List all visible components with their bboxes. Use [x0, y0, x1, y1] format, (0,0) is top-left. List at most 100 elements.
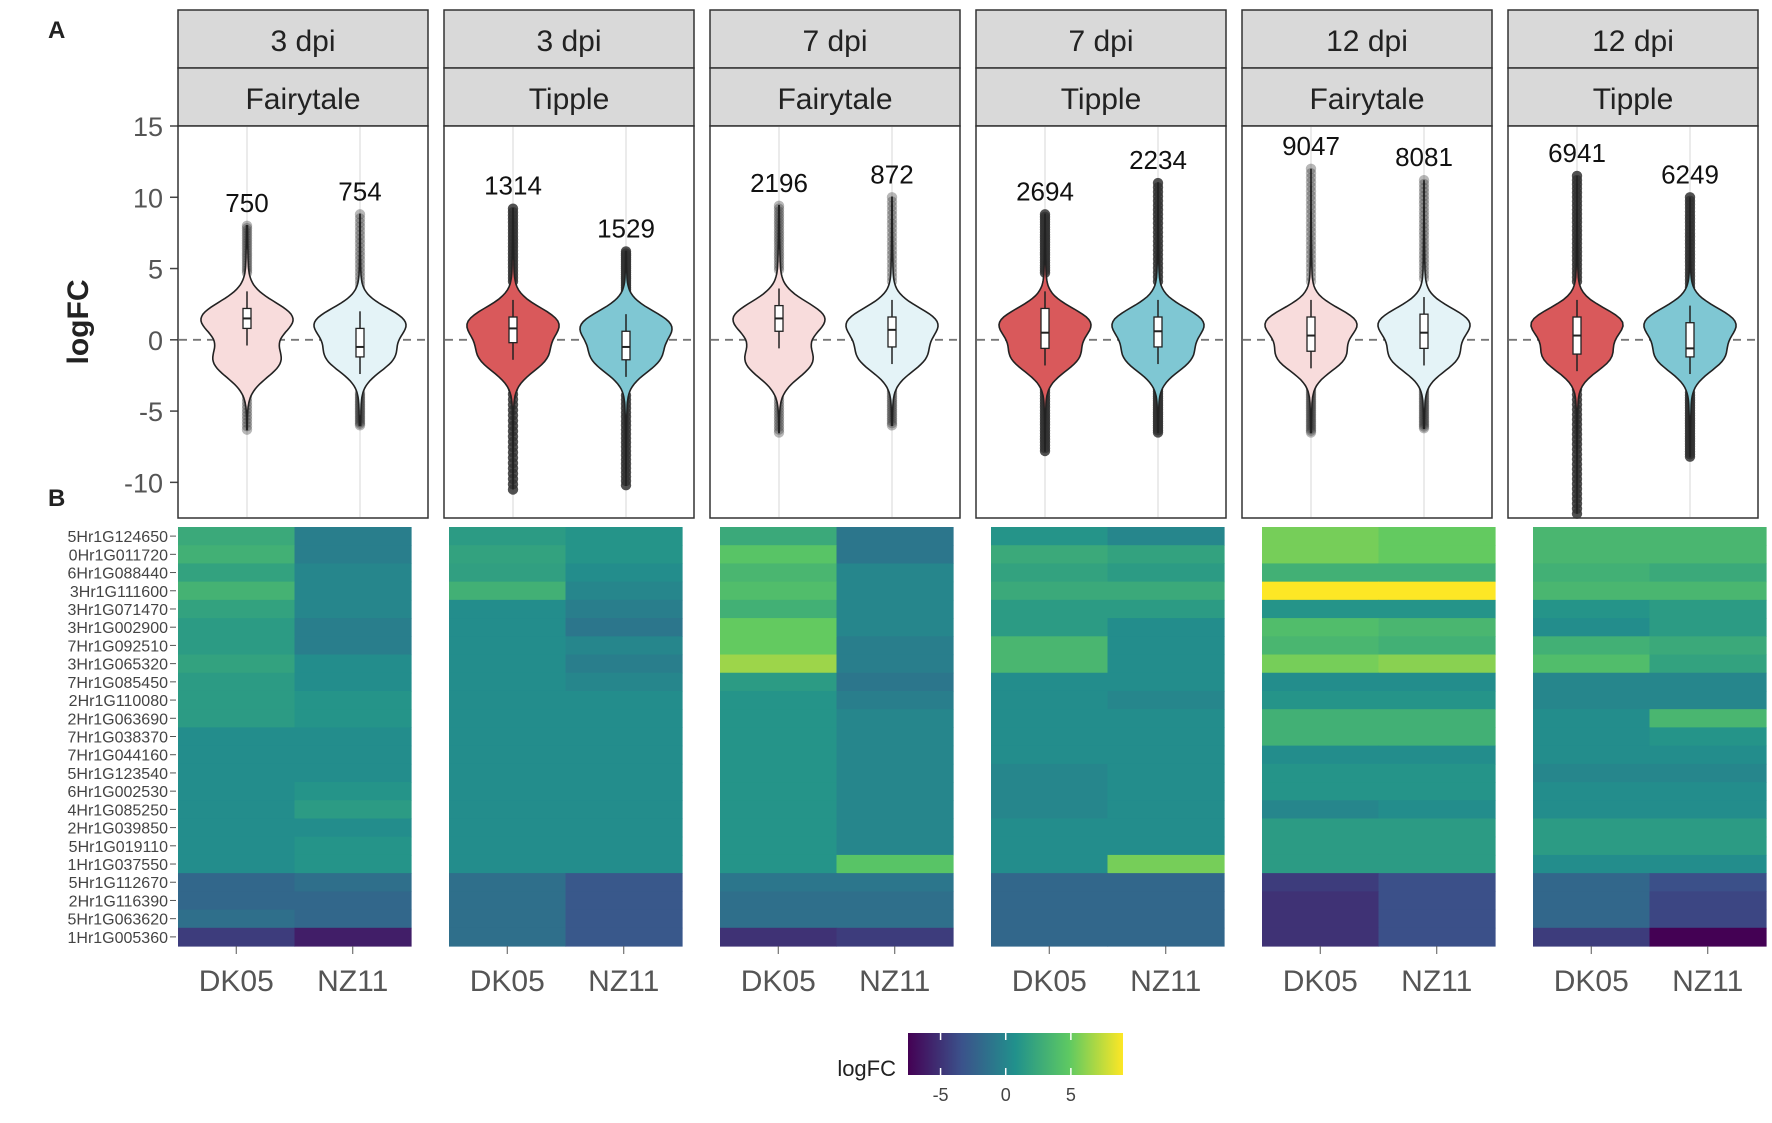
heatmap-cell [1649, 800, 1767, 820]
heatmap-cell [449, 654, 567, 674]
heatmap-cell [1262, 854, 1380, 874]
heatmap-cell [294, 909, 412, 929]
heatmap-cell [1649, 854, 1767, 874]
heatmap-cell [1649, 545, 1767, 565]
heatmap-cell [836, 927, 954, 947]
heatmap-cell [1378, 927, 1496, 947]
heatmap-column-label: DK05 [1283, 965, 1358, 998]
violin-facet: 12 dpi Tipple 6941 6249 [1507, 9, 1759, 519]
heatmap-column-label: DK05 [1554, 965, 1629, 998]
heatmap-cell [294, 709, 412, 728]
heatmap-cell [1533, 854, 1651, 874]
heatmap-cell [1262, 563, 1380, 583]
heatmap-cell [1533, 782, 1651, 801]
violin-count-label: 8081 [1395, 142, 1453, 172]
heatmap-column-label: DK05 [741, 965, 816, 998]
heatmap-cell [1533, 618, 1651, 637]
heatmap-cell [1107, 818, 1225, 838]
heatmap-cell [178, 618, 296, 637]
heatmap-cell [449, 891, 567, 911]
heatmap-cell [1107, 763, 1225, 783]
heatmap-cell [294, 545, 412, 565]
violin-count-label: 6941 [1548, 138, 1606, 168]
violin-nz11: 1529 [579, 213, 673, 491]
violin-count-label: 754 [338, 176, 381, 206]
heatmap-cell [1262, 782, 1380, 801]
heatmap-cell [836, 782, 954, 801]
violin-count-label: 9047 [1282, 131, 1340, 161]
heatmap-cell [1262, 581, 1380, 601]
heatmap-cell [1533, 873, 1651, 892]
heatmap-cell [720, 854, 838, 874]
heatmap-cell [1107, 800, 1225, 820]
heatmap-column-label: NZ11 [317, 965, 388, 998]
heatmap-cell [294, 672, 412, 692]
heatmap-cell [565, 527, 683, 546]
heatmap-cell [449, 636, 567, 656]
heatmap-cell [720, 782, 838, 801]
heatmap-cell [565, 818, 683, 838]
heatmap-cell [565, 709, 683, 728]
heatmap-cell [565, 563, 683, 583]
violin-count-label: 2196 [750, 168, 808, 198]
heatmap-cell [720, 654, 838, 674]
heatmap-cell [1649, 581, 1767, 601]
heatmap-cell [565, 636, 683, 656]
heatmap-cell [836, 909, 954, 929]
heatmap-cell [178, 873, 296, 892]
heatmap-cell [294, 654, 412, 674]
heatmap-row-label: 3Hr1G065320 [67, 657, 168, 674]
heatmap-row-label: 1Hr1G005360 [67, 930, 168, 947]
heatmap-cell [1533, 545, 1651, 565]
heatmap-cell [1378, 909, 1496, 929]
heatmap-cell [449, 873, 567, 892]
heatmap-cell [1107, 727, 1225, 747]
heatmap-cell [1533, 690, 1651, 710]
violin-dk05: 1314 [466, 171, 560, 495]
heatmap-cell [449, 545, 567, 565]
heatmap-cell [1649, 690, 1767, 710]
heatmap-cell [836, 763, 954, 783]
violin-dk05: 750 [200, 188, 294, 435]
heatmap-cell [1533, 763, 1651, 783]
heatmap-row-label: 1Hr1G037550 [67, 857, 168, 874]
heatmap-row-label: 6Hr1G002530 [67, 784, 168, 801]
heatmap-cell [1649, 709, 1767, 728]
heatmap-cell [991, 782, 1109, 801]
facet-strip-top [1507, 9, 1759, 69]
heatmap-cell [1262, 927, 1380, 947]
heatmap-row-label: 7Hr1G085450 [67, 675, 168, 692]
heatmap-cell [991, 654, 1109, 674]
heatmap-cell [1262, 599, 1380, 619]
heatmap-cell [294, 527, 412, 546]
y-tick-label: -10 [124, 468, 163, 498]
violin-count-label: 6249 [1661, 159, 1719, 189]
heatmap-cell [991, 727, 1109, 747]
heatmap-cell [1649, 745, 1767, 765]
violin-nz11: 2234 [1111, 145, 1205, 438]
heatmap-cell [294, 782, 412, 801]
heatmap-cell [1378, 545, 1496, 565]
heatmap-cell [1649, 727, 1767, 747]
y-axis-label: logFC [62, 280, 95, 365]
heatmap-cell [720, 545, 838, 565]
heatmap-cell [1378, 599, 1496, 619]
heatmap-cell [1533, 563, 1651, 583]
heatmap-row-label: 4Hr1G085250 [67, 802, 168, 819]
heatmap-cell [1533, 927, 1651, 947]
y-tick-label: 0 [148, 326, 163, 356]
violin-dk05: 9047 [1264, 131, 1358, 438]
heatmap-cell [720, 690, 838, 710]
heatmap-cell [565, 672, 683, 692]
heatmap-cell [1378, 818, 1496, 838]
colorbar-label: logFC [837, 1056, 896, 1081]
heatmap-cell [1649, 763, 1767, 783]
heatmap-cell [836, 818, 954, 838]
heatmap-cell [991, 745, 1109, 765]
heatmap-cell [565, 836, 683, 856]
heatmap-cell [294, 690, 412, 710]
facet-strip-bottom [177, 67, 429, 127]
heatmap-cell [1107, 618, 1225, 637]
heatmap-cell [294, 636, 412, 656]
